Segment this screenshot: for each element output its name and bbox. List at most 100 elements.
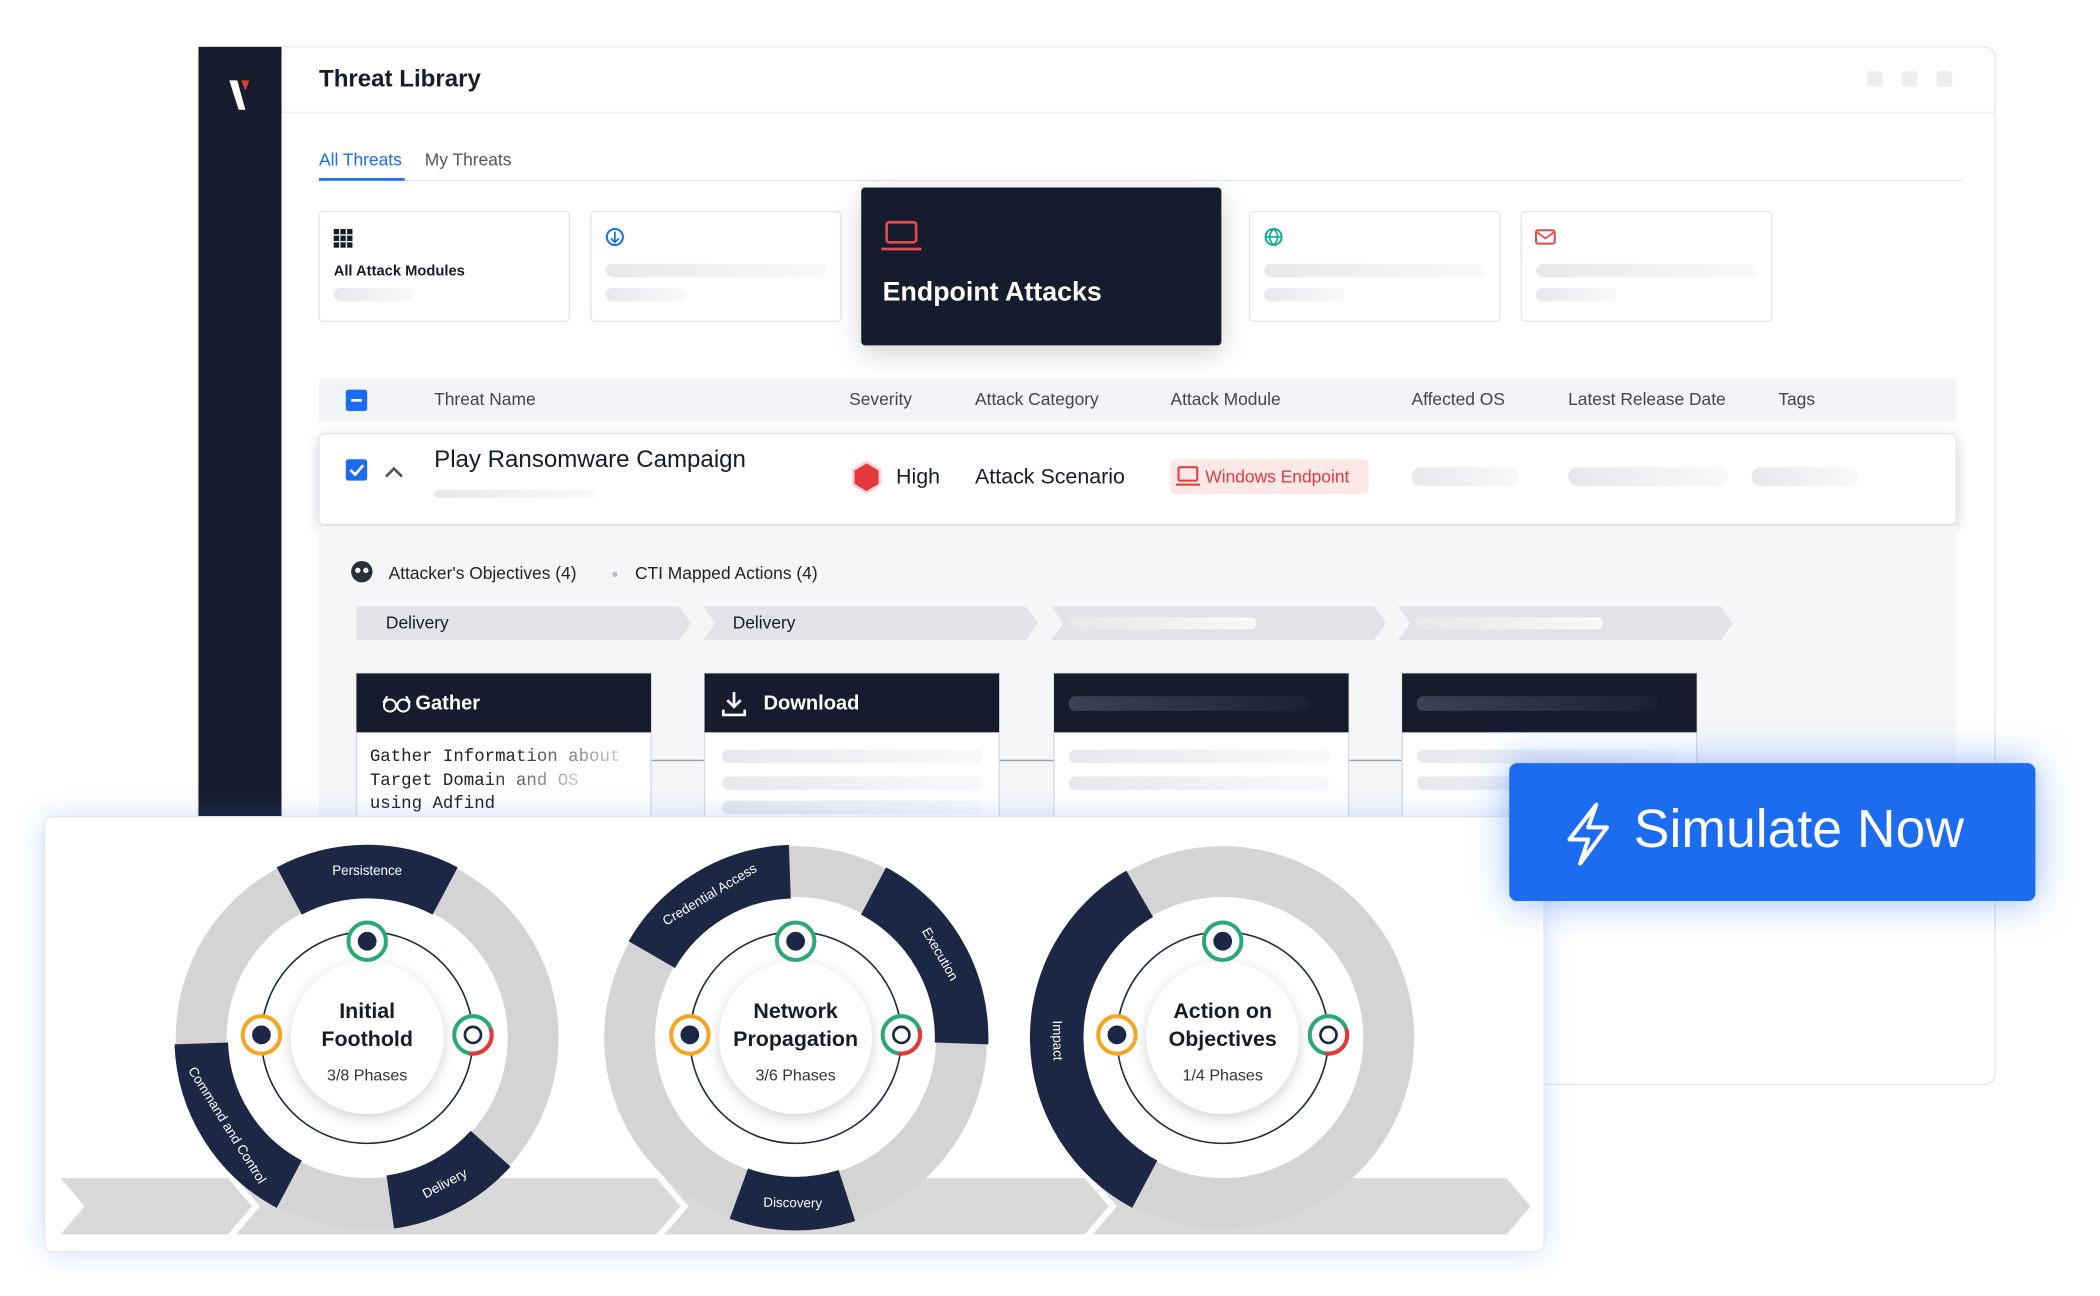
phase-chevron (356, 606, 692, 640)
row-frame (318, 433, 1958, 526)
mail-icon (1534, 229, 1556, 245)
attack-category: Attack Scenario (975, 465, 1125, 489)
separator-dot (612, 571, 618, 578)
skull-icon (351, 560, 373, 583)
skeleton (1264, 263, 1486, 278)
skeleton (1068, 617, 1257, 630)
row-checkbox[interactable] (345, 459, 368, 481)
simulate-button[interactable]: Simulate Now (1509, 763, 2036, 902)
cycle-progress: 3/6 Phases (755, 1067, 835, 1085)
center-disc (719, 961, 872, 1114)
download-icon-arrow (610, 231, 620, 244)
column-header: Attack Category (975, 389, 1099, 409)
column-header: Latest Release Date (1568, 389, 1726, 409)
skeleton (605, 287, 686, 302)
skeleton (1068, 696, 1310, 711)
step-text: Target Domain and OS (370, 772, 579, 791)
cycle[interactable]: Credential AccessExecutionDiscoveryNetwo… (604, 844, 989, 1231)
cycle-arc (860, 867, 989, 1045)
skeleton (1415, 617, 1603, 630)
objectives-count[interactable]: Attacker's Objectives (4) (389, 563, 577, 583)
center-disc (1146, 961, 1300, 1114)
grid-icon (333, 228, 353, 248)
phase-label: Discovery (763, 1195, 822, 1211)
badge-icon (1177, 466, 1199, 482)
threat-name: Play Ransomware Campaign (434, 446, 746, 473)
center-disc (290, 961, 444, 1114)
column-header: Affected OS (1411, 389, 1504, 409)
cycle[interactable]: Impact Action on Objectives 1/4 Phases (1029, 846, 1415, 1230)
step-title: Gather (415, 693, 480, 715)
card-frame (861, 187, 1222, 346)
module-badge (1170, 459, 1369, 495)
step-text: using Adfind (370, 795, 495, 814)
logo-accent (241, 80, 250, 92)
skeleton (721, 800, 984, 815)
logo (229, 80, 246, 110)
skeleton (1411, 467, 1519, 486)
module-card[interactable] (590, 210, 842, 322)
page-title: Threat Library (319, 66, 482, 93)
skeleton (721, 749, 984, 764)
featured-card[interactable]: Endpoint Attacks (861, 187, 1222, 346)
skeleton (1264, 287, 1345, 302)
module-card[interactable] (1248, 210, 1501, 322)
skeleton (333, 287, 415, 302)
cycle-title: Network (753, 999, 838, 1023)
phase-label: Impact (1050, 1020, 1066, 1061)
card-header (704, 673, 1000, 733)
phase-icon-glyph (1213, 931, 1233, 951)
column-header: Threat Name (434, 389, 535, 409)
column-header: Tags (1778, 389, 1815, 409)
window-control[interactable] (1901, 70, 1918, 88)
button-label: Simulate Now (1634, 800, 1965, 859)
attack-module: Windows Endpoint (1205, 467, 1349, 487)
cycle-arc (174, 1041, 303, 1208)
phase-icon-glyph (892, 1025, 911, 1045)
phase-icon-glyph (786, 931, 805, 951)
checkbox-minus (351, 398, 362, 402)
skeleton (1068, 776, 1330, 790)
phase-label: Persistence (332, 863, 402, 878)
skeleton (1536, 263, 1757, 278)
window-control[interactable] (1936, 70, 1953, 88)
download-icon (721, 692, 747, 717)
table-header (318, 378, 1957, 422)
phase-icon-accent (1324, 1027, 1350, 1056)
cycle-title: Propagation (733, 1027, 858, 1051)
cycle-title: Foothold (321, 1027, 413, 1051)
skeleton (1751, 467, 1859, 486)
skeleton (605, 263, 827, 278)
severity-icon (851, 460, 882, 495)
skeleton (1536, 287, 1617, 302)
phase-icon-accent (469, 1027, 494, 1056)
phase-icon-glyph (1319, 1025, 1338, 1045)
collapse-chevron[interactable] (384, 466, 403, 478)
download-icon (605, 227, 624, 247)
tab-active[interactable]: All Threats (319, 149, 402, 169)
module-card[interactable]: All Attack Modules (318, 210, 571, 322)
cycle-arc (1029, 870, 1158, 1208)
skeleton (721, 776, 984, 790)
phase-icon-accent (897, 1027, 923, 1056)
cycle-arc (628, 844, 792, 969)
cycle-progress: 1/4 Phases (1183, 1067, 1263, 1085)
phase-icon-glyph (357, 931, 377, 951)
actions-count[interactable]: CTI Mapped Actions (4) (635, 563, 818, 583)
cycle-arc (276, 844, 458, 915)
module-card[interactable] (1520, 210, 1773, 322)
card-label: Endpoint Attacks (883, 276, 1102, 306)
skeleton (1068, 749, 1330, 764)
skeleton (1416, 749, 1678, 764)
tab[interactable]: My Threats (425, 149, 512, 169)
window-control[interactable] (1866, 70, 1883, 88)
table-row[interactable]: Play Ransomware Campaign High Attack Sce… (318, 433, 1958, 526)
button-face[interactable] (1509, 763, 2036, 902)
skeleton (1568, 467, 1729, 486)
phase-chevron (703, 606, 1038, 640)
skull-eye (363, 567, 369, 574)
globe-icon-lines (1265, 228, 1282, 247)
